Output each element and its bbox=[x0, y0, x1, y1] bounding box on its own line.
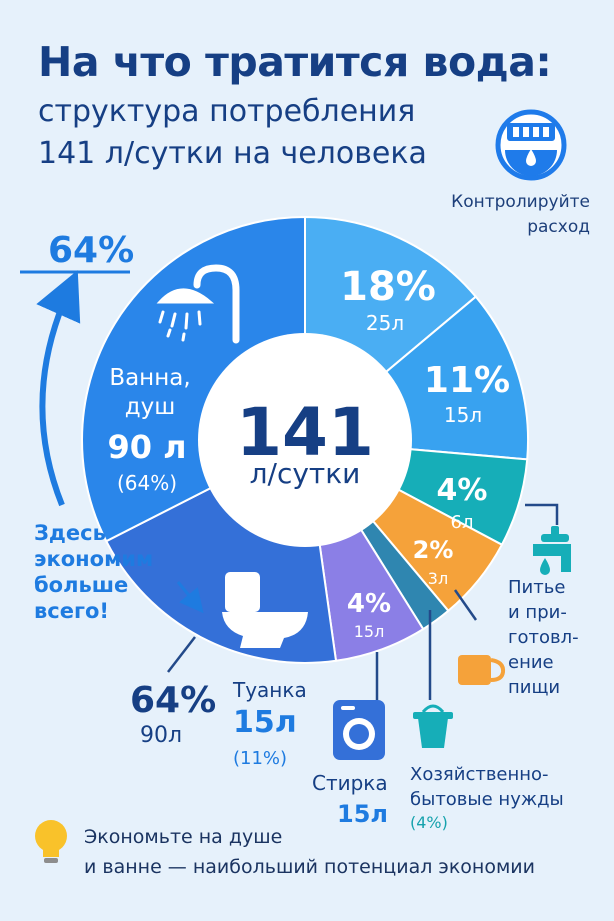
household-label: Хозяйственно- bbox=[410, 764, 549, 785]
household-percent: (4%) bbox=[410, 813, 448, 832]
bath-top-percent: 64% bbox=[48, 230, 134, 271]
faucet-icon bbox=[533, 526, 571, 575]
tip: Экономьте на душе и ванне — наибольший п… bbox=[84, 822, 535, 882]
toilet-icon bbox=[222, 572, 308, 648]
arrow-toilet bbox=[176, 581, 204, 614]
slice-11-percent: 11% bbox=[424, 360, 510, 401]
savings-note-line2: экономим bbox=[34, 547, 154, 571]
center-disc bbox=[198, 333, 412, 547]
washing-machine-icon bbox=[333, 700, 385, 760]
tip-line1: Экономьте на душе bbox=[84, 826, 283, 848]
slice-18-percent: 18% bbox=[340, 264, 436, 310]
drink-label: Питье и при- готовл- ение пищи bbox=[508, 577, 579, 698]
bath-percent: (64%) bbox=[117, 471, 177, 495]
laundry-percent: 4% bbox=[347, 589, 391, 619]
lightbulb-icon bbox=[35, 820, 67, 863]
laundry-liters: 15л bbox=[354, 622, 385, 641]
toilet-liters: 15л bbox=[233, 705, 297, 740]
household-label-2: бытовые нужды bbox=[410, 789, 564, 810]
toilet-extra-percent: 64% bbox=[130, 680, 216, 721]
drink-percent: 4% bbox=[437, 473, 488, 508]
center-value: 141 bbox=[236, 394, 374, 471]
savings-note-line4: всего! bbox=[34, 599, 109, 623]
slice-2-percent: 2% bbox=[413, 536, 454, 564]
center-unit: л/сутки bbox=[250, 457, 361, 490]
laundry-label: Стирка bbox=[312, 771, 388, 795]
slice-11-liters: 15л bbox=[444, 403, 482, 427]
drink-liters: 6л bbox=[451, 512, 474, 533]
drink-label-3: готовл- bbox=[508, 627, 579, 648]
bath-liters: 90 л bbox=[107, 428, 186, 466]
page-subtitle: структура потребления bbox=[38, 94, 416, 129]
cup-icon bbox=[458, 655, 506, 685]
meter-caption: Контролируйте расход bbox=[420, 190, 590, 240]
savings-note-line1: Здесь bbox=[34, 521, 106, 545]
shower-icon bbox=[156, 264, 240, 344]
leader-lines bbox=[167, 503, 559, 700]
page-subtitle-2: 141 л/сутки на человека bbox=[38, 136, 427, 171]
drink-label-4: ение bbox=[508, 652, 554, 673]
slice-18-liters: 25л bbox=[366, 311, 404, 335]
bath-label-2: душ bbox=[125, 394, 176, 420]
savings-note: Здесь экономим больше всего! bbox=[34, 520, 153, 624]
tip-line2: и ванне — наибольший потенциал экономии bbox=[84, 856, 535, 878]
page-title: На что тратится вода: bbox=[38, 38, 552, 86]
toilet-extra-liters: 90л bbox=[140, 723, 182, 748]
slice-2-liters: 3л bbox=[428, 569, 448, 588]
meter-caption-line2: расход bbox=[527, 217, 590, 237]
toilet-percent: (11%) bbox=[233, 748, 287, 769]
arrow-up bbox=[36, 270, 81, 507]
laundry-outer-liters: 15л bbox=[337, 800, 388, 828]
water-meter-icon bbox=[495, 109, 567, 181]
drink-label-1: Питье bbox=[508, 577, 565, 598]
meter-caption-line1: Контролируйте bbox=[451, 192, 590, 212]
bath-label: Ванна, bbox=[109, 365, 190, 391]
bucket-icon bbox=[413, 704, 453, 748]
drink-label-5: пищи bbox=[508, 677, 560, 698]
toilet-label: Туанка bbox=[232, 678, 307, 702]
drink-label-2: и при- bbox=[508, 602, 567, 623]
savings-note-line3: больше bbox=[34, 573, 129, 597]
